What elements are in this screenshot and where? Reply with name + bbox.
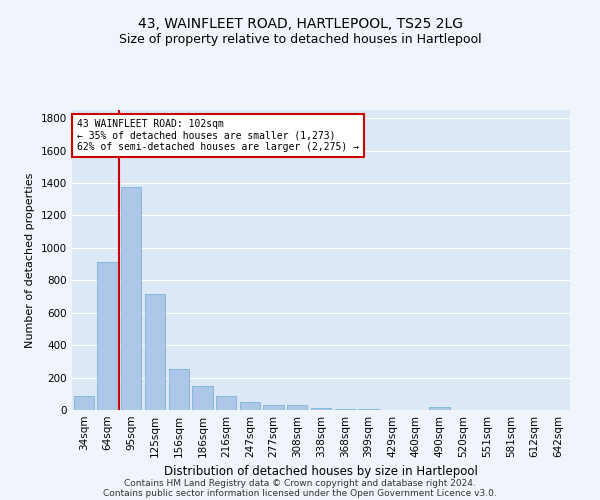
Bar	[121, 187, 142, 410]
Text: Size of property relative to detached houses in Hartlepool: Size of property relative to detached ho…	[119, 32, 481, 46]
Bar	[97, 262, 118, 410]
Bar	[287, 405, 307, 410]
Bar	[240, 402, 260, 410]
Text: 43 WAINFLEET ROAD: 102sqm
← 35% of detached houses are smaller (1,273)
62% of se: 43 WAINFLEET ROAD: 102sqm ← 35% of detac…	[77, 119, 359, 152]
Bar	[74, 396, 94, 410]
Bar	[335, 408, 355, 410]
Text: Contains public sector information licensed under the Open Government Licence v3: Contains public sector information licen…	[103, 488, 497, 498]
Bar	[145, 294, 165, 410]
Text: 43, WAINFLEET ROAD, HARTLEPOOL, TS25 2LG: 43, WAINFLEET ROAD, HARTLEPOOL, TS25 2LG	[137, 18, 463, 32]
Bar	[193, 386, 212, 410]
Text: Contains HM Land Registry data © Crown copyright and database right 2024.: Contains HM Land Registry data © Crown c…	[124, 478, 476, 488]
Bar	[169, 370, 189, 410]
Bar	[263, 404, 284, 410]
X-axis label: Distribution of detached houses by size in Hartlepool: Distribution of detached houses by size …	[164, 466, 478, 478]
Bar	[216, 396, 236, 410]
Y-axis label: Number of detached properties: Number of detached properties	[25, 172, 35, 348]
Bar	[311, 408, 331, 410]
Bar	[430, 407, 449, 410]
